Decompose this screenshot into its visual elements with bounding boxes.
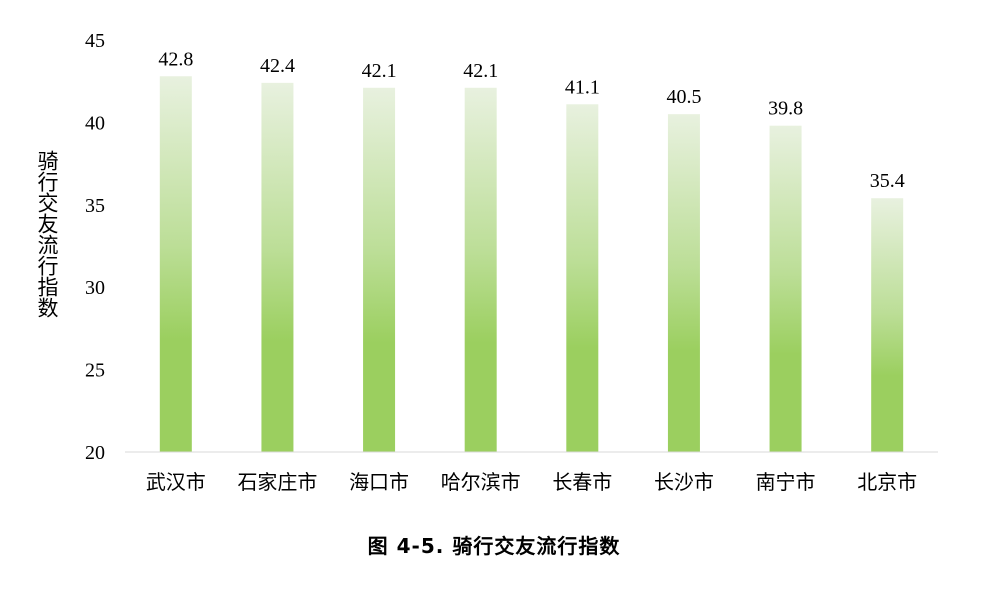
data-labels: 42.8 42.4 42.1 42.1 41.1 40.5 39.8 35.4 — [158, 48, 904, 192]
x-category-label: 长沙市 — [654, 470, 714, 494]
x-category-label: 石家庄市 — [237, 470, 317, 494]
bar-value-label: 39.8 — [768, 98, 803, 120]
y-tick-label: 40 — [85, 112, 105, 134]
y-tick-label: 35 — [85, 195, 105, 217]
category-labels: 武汉市 石家庄市 海口市 哈尔滨市 长春市 长沙市 南宁市 北京市 — [146, 470, 917, 494]
bar-value-label: 42.1 — [362, 60, 397, 82]
bar-chart: 20 25 30 35 40 45 42.8 42.4 42.1 42.1 41.1 40.5 39.… — [35, 30, 938, 494]
bar — [261, 82, 294, 453]
bar-value-label: 41.1 — [565, 76, 600, 98]
y-axis: 20 25 30 35 40 45 — [85, 30, 105, 464]
bars — [159, 76, 904, 453]
bar — [566, 104, 599, 452]
bar-value-label: 40.5 — [666, 86, 701, 108]
y-axis-label: 骑行交友流行指数 — [35, 150, 59, 318]
y-tick-label: 45 — [85, 30, 105, 52]
bar — [159, 76, 192, 453]
figure-caption: 图 4-5. 骑行交友流行指数 — [367, 534, 621, 558]
y-tick-label: 25 — [85, 360, 105, 382]
bar-value-label: 42.4 — [260, 55, 295, 77]
x-category-label: 海口市 — [349, 470, 409, 494]
bar — [363, 87, 396, 453]
bar — [769, 125, 802, 453]
bar — [464, 87, 497, 453]
x-category-label: 北京市 — [857, 470, 917, 494]
y-tick-label: 20 — [85, 442, 105, 464]
bar-value-label: 35.4 — [870, 170, 905, 192]
bar — [667, 114, 700, 452]
bar-value-label: 42.8 — [158, 48, 193, 70]
x-category-label: 武汉市 — [146, 470, 206, 494]
bar — [871, 198, 904, 452]
x-category-label: 南宁市 — [756, 470, 816, 494]
bar-value-label: 42.1 — [463, 60, 498, 82]
x-category-label: 长春市 — [552, 470, 612, 494]
x-category-label: 哈尔滨市 — [441, 470, 521, 494]
y-tick-label: 30 — [85, 277, 105, 299]
